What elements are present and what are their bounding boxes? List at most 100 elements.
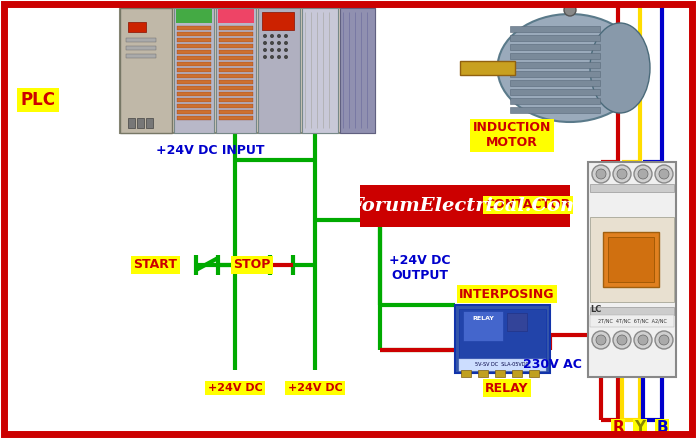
Bar xyxy=(177,50,211,54)
Text: INDUCTION
MOTOR: INDUCTION MOTOR xyxy=(473,121,551,149)
Text: INTERPOSING: INTERPOSING xyxy=(459,287,555,300)
Circle shape xyxy=(270,55,274,59)
Bar xyxy=(177,44,211,48)
Bar xyxy=(128,118,135,128)
Bar xyxy=(459,309,546,361)
Text: START: START xyxy=(133,258,177,272)
Bar xyxy=(219,68,253,72)
Circle shape xyxy=(638,169,648,179)
Text: +24V DC
OUTPUT: +24V DC OUTPUT xyxy=(389,254,451,282)
Bar xyxy=(176,9,212,23)
Circle shape xyxy=(655,165,673,183)
Bar xyxy=(177,80,211,84)
Text: +24V DC: +24V DC xyxy=(207,383,262,393)
Circle shape xyxy=(277,48,281,52)
Circle shape xyxy=(284,41,288,45)
Bar xyxy=(507,313,527,331)
Bar xyxy=(126,38,156,42)
Bar xyxy=(219,116,253,120)
Bar xyxy=(126,54,156,58)
Bar xyxy=(219,62,253,66)
Bar xyxy=(510,26,600,32)
Bar xyxy=(219,50,253,54)
Bar xyxy=(218,9,254,23)
Circle shape xyxy=(277,41,281,45)
Bar xyxy=(460,61,515,75)
Bar xyxy=(219,44,253,48)
Bar xyxy=(177,92,211,96)
Bar xyxy=(120,8,375,133)
Bar xyxy=(120,8,172,133)
Bar xyxy=(495,370,505,377)
Circle shape xyxy=(634,331,652,349)
Bar xyxy=(340,8,375,133)
Text: LC: LC xyxy=(590,305,601,314)
Circle shape xyxy=(263,48,267,52)
Bar xyxy=(590,307,674,315)
Text: B: B xyxy=(656,420,668,435)
Text: +24V DC: +24V DC xyxy=(287,383,342,393)
Bar xyxy=(603,232,659,287)
Circle shape xyxy=(592,165,610,183)
Bar xyxy=(219,32,253,36)
Bar xyxy=(510,53,600,59)
Bar xyxy=(174,8,214,133)
Text: PLC: PLC xyxy=(20,91,56,109)
Bar xyxy=(177,110,211,114)
Circle shape xyxy=(270,48,274,52)
Circle shape xyxy=(277,55,281,59)
Bar xyxy=(529,370,539,377)
Bar xyxy=(461,370,471,377)
Circle shape xyxy=(284,55,288,59)
Text: R: R xyxy=(612,420,624,435)
Text: RELAY: RELAY xyxy=(472,317,494,321)
Bar xyxy=(478,370,488,377)
Bar xyxy=(455,305,550,373)
Circle shape xyxy=(263,55,267,59)
Bar xyxy=(219,80,253,84)
Circle shape xyxy=(592,331,610,349)
Ellipse shape xyxy=(590,23,650,113)
Circle shape xyxy=(659,335,669,345)
Bar xyxy=(177,86,211,90)
Bar xyxy=(512,370,522,377)
Bar xyxy=(510,107,600,113)
Text: +24V DC INPUT: +24V DC INPUT xyxy=(156,144,264,156)
Bar xyxy=(588,162,676,377)
Circle shape xyxy=(277,34,281,38)
Text: RELAY: RELAY xyxy=(485,381,529,395)
Bar xyxy=(219,26,253,30)
Circle shape xyxy=(613,331,631,349)
Bar xyxy=(137,118,144,128)
Circle shape xyxy=(284,34,288,38)
Circle shape xyxy=(596,335,606,345)
Bar xyxy=(459,359,546,371)
Circle shape xyxy=(634,165,652,183)
Circle shape xyxy=(270,34,274,38)
Circle shape xyxy=(613,165,631,183)
Bar xyxy=(590,217,674,302)
Bar xyxy=(302,8,338,133)
Bar xyxy=(177,56,211,60)
Bar xyxy=(219,92,253,96)
Bar xyxy=(510,98,600,104)
Bar xyxy=(510,71,600,77)
Text: CONTACTOR: CONTACTOR xyxy=(485,198,571,212)
Circle shape xyxy=(263,41,267,45)
Bar xyxy=(177,68,211,72)
Circle shape xyxy=(617,169,627,179)
Circle shape xyxy=(564,4,576,16)
Bar xyxy=(219,98,253,102)
Bar xyxy=(219,104,253,108)
Circle shape xyxy=(659,169,669,179)
Bar xyxy=(590,315,674,327)
Bar xyxy=(126,46,156,50)
Text: 230V AC: 230V AC xyxy=(523,358,581,371)
Bar xyxy=(177,62,211,66)
Bar xyxy=(177,32,211,36)
Text: 5V-SV DC  SLA-05VDC: 5V-SV DC SLA-05VDC xyxy=(475,363,529,367)
Bar xyxy=(360,185,570,227)
Bar xyxy=(510,80,600,86)
Circle shape xyxy=(596,169,606,179)
Bar xyxy=(177,116,211,120)
